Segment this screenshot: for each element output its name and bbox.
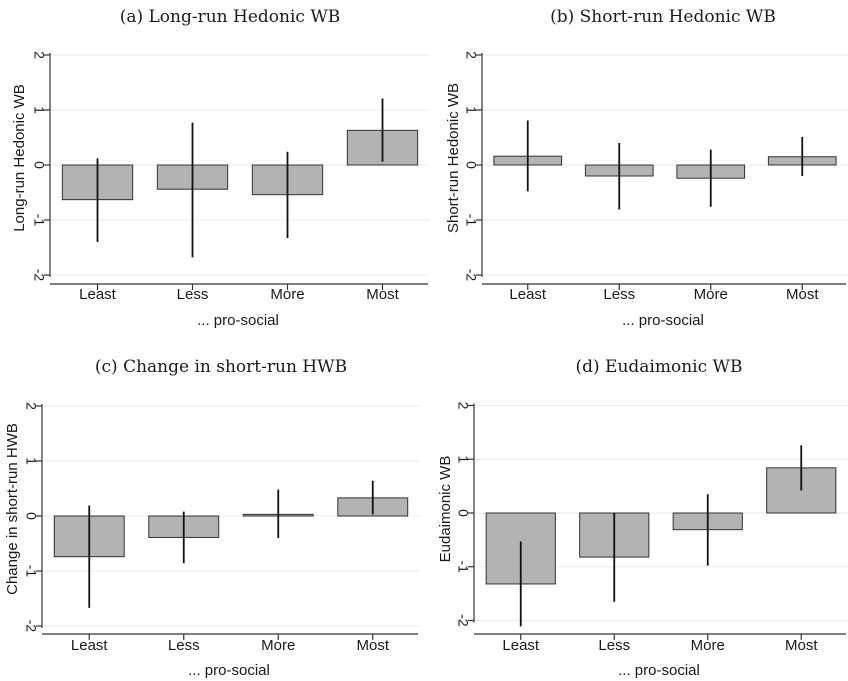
panel-title: (a) Long-run Hedonic WB [120,7,341,27]
y-tick-label: 0 [23,512,39,520]
x-tick-label: Most [356,637,389,654]
x-tick-label: More [270,286,304,303]
x-tick-label: Least [71,637,109,654]
y-tick-label: 1 [455,455,471,463]
y-tick-label: 2 [455,402,471,410]
x-axis-label: ... pro-social [188,662,270,679]
y-axis-label: Short-run Hedonic WB [445,83,462,233]
y-tick-label: 1 [463,106,479,114]
y-tick-label: 0 [455,509,471,517]
x-tick-label: Most [785,637,818,654]
x-tick-label: Least [509,286,547,303]
y-tick-label: -1 [463,214,479,227]
y-tick-label: 2 [23,402,39,410]
y-tick-label: 1 [23,457,39,465]
x-tick-label: Less [603,286,635,303]
y-tick-label: 0 [31,161,47,169]
x-tick-label: Least [79,286,117,303]
panel-title: (d) Eudaimonic WB [576,357,743,377]
y-tick-label: -1 [23,565,39,578]
x-tick-label: Less [177,286,209,303]
x-tick-label: Least [502,637,540,654]
y-tick-label: 2 [463,51,479,59]
panel-title: (c) Change in short-run HWB [95,357,347,377]
y-axis-label: Long-run Hedonic WB [11,84,28,232]
y-tick-label: -2 [23,620,39,633]
y-tick-label: -2 [31,269,47,282]
y-axis-label: Change in short-run HWB [4,423,21,595]
x-tick-label: Less [598,637,630,654]
x-tick-label: Most [366,286,399,303]
y-tick-label: -1 [31,214,47,227]
x-tick-label: More [691,637,725,654]
x-tick-label: More [694,286,728,303]
x-axis-label: ... pro-social [197,312,279,329]
x-tick-label: More [261,637,295,654]
y-tick-label: -1 [455,561,471,574]
y-axis-label: Eudaimonic WB [437,456,454,563]
panel-title: (b) Short-run Hedonic WB [550,7,776,27]
x-axis-label: ... pro-social [618,662,700,679]
y-tick-label: 0 [463,161,479,169]
y-tick-label: -2 [455,614,471,627]
x-tick-label: Most [786,286,819,303]
y-tick-label: 1 [31,106,47,114]
x-axis-label: ... pro-social [622,312,704,329]
x-tick-label: Less [168,637,200,654]
y-tick-label: 2 [31,51,47,59]
y-tick-label: -2 [463,269,479,282]
